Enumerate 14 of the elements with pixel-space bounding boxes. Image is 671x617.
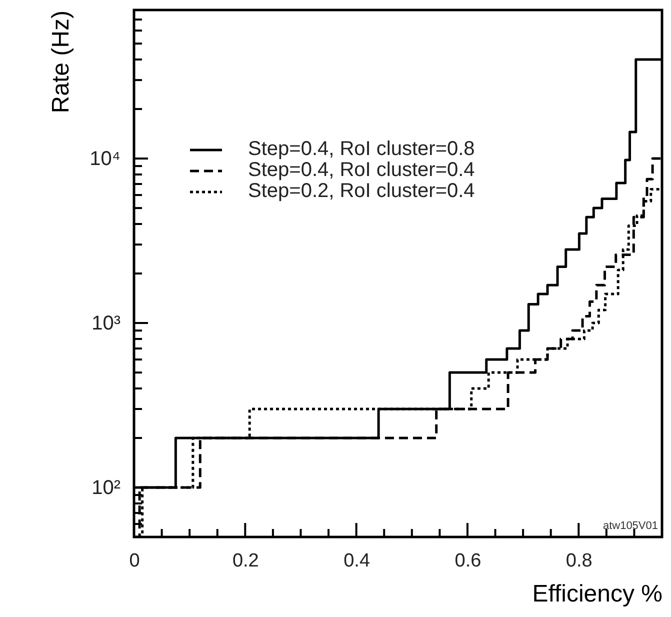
x-tick-label: 0 (129, 550, 140, 572)
x-tick-label: 0.2 (232, 550, 259, 572)
y-tick-label: 10² (92, 476, 121, 499)
y-axis-title: Rate (Hz) (48, 10, 75, 114)
x-tick-label: 0.8 (566, 550, 592, 572)
annotation: atw105V01 (602, 520, 658, 532)
legend-label: Step=0.2, RoI cluster=0.4 (248, 180, 475, 202)
x-axis-title: Efficiency % (532, 580, 662, 608)
legend-label: Step=0.4, RoI cluster=0.4 (248, 159, 475, 181)
y-tick-label: 10³ (92, 312, 121, 335)
y-tick-label: 10⁴ (90, 148, 120, 170)
x-tick-label: 0.6 (454, 550, 482, 572)
x-tick-label: 0.4 (344, 550, 370, 572)
legend-label: Step=0.4, RoI cluster=0.8 (248, 138, 475, 160)
